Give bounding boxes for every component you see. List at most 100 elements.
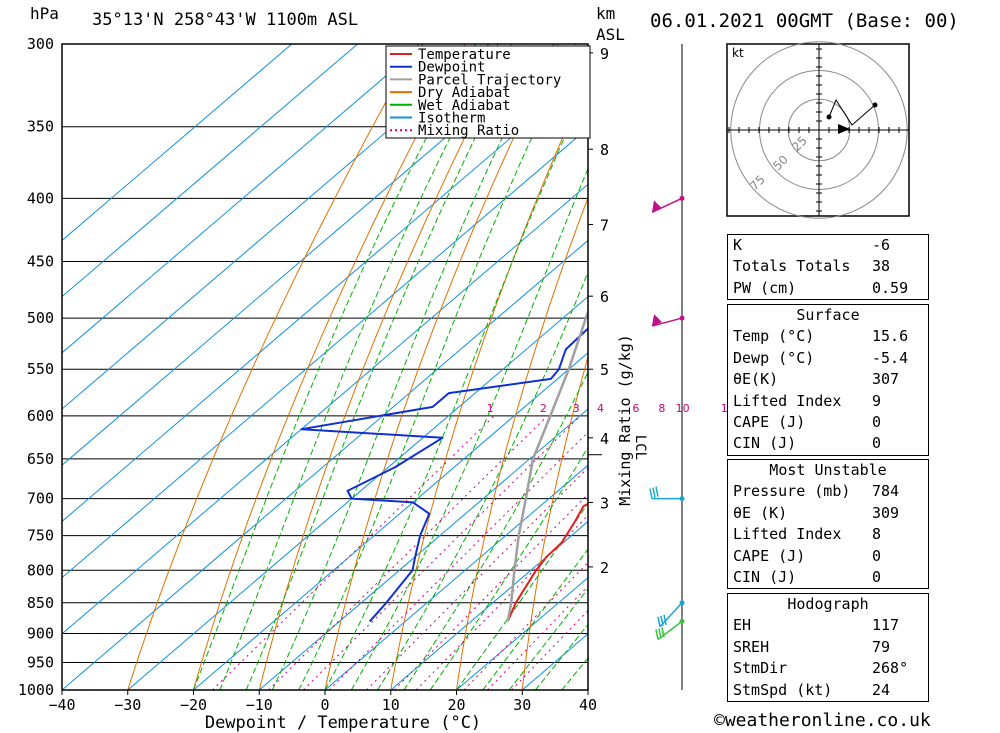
surface-label: θE(K) xyxy=(733,370,779,389)
isotherm-line xyxy=(127,295,588,690)
credit-text: ©weatheronline.co.uk xyxy=(714,710,931,731)
index-value: 38 xyxy=(872,257,891,276)
wind-barb-flag xyxy=(655,486,659,497)
wind-barb-pennant xyxy=(652,314,662,327)
surface-label: Lifted Index xyxy=(733,391,842,410)
pressure-tick-label: 850 xyxy=(27,594,54,612)
pressure-unit-label: hPa xyxy=(30,4,59,23)
hodograph-stat-value: 79 xyxy=(872,637,891,656)
storm-motion-arrow xyxy=(838,124,850,134)
km-tick-label: 3 xyxy=(600,494,609,512)
hodograph-panel: Hodograph EH 117 SREH 79 StmDir 268° StmSpd (kt… xyxy=(727,593,929,702)
pressure-tick-label: 350 xyxy=(27,118,54,136)
isotherm-line xyxy=(62,44,490,410)
isotherm-line xyxy=(390,520,588,690)
index-label: K xyxy=(733,236,743,254)
hodograph-stat-label: SREH xyxy=(733,637,770,656)
wind-barb-flag xyxy=(660,615,664,626)
pressure-tick-label: 550 xyxy=(27,360,54,378)
hodograph-stat-row: EH 117 xyxy=(728,615,928,636)
wind-barb-shaft xyxy=(657,620,683,641)
most-unstable-row: θE (K) 309 xyxy=(728,503,928,524)
km-tick-label: 7 xyxy=(600,217,609,235)
hodograph-stat-label: StmDir xyxy=(733,659,788,678)
dry-adiabat-line xyxy=(193,44,466,690)
mixing-ratio-axis-label: Mixing Ratio (g/kg) xyxy=(616,334,634,506)
surface-value: 0 xyxy=(872,434,882,453)
hodograph-stat-row: SREH 79 xyxy=(728,637,928,658)
wind-barb-flag xyxy=(652,487,656,498)
hodograph-point xyxy=(826,114,832,120)
isotherm-line xyxy=(62,239,588,690)
mixing-ratio-label: 8 xyxy=(658,402,665,415)
mixing-ratio-line xyxy=(328,431,588,690)
temperature-tick-label: 40 xyxy=(579,696,597,714)
pressure-tick-label: 1000 xyxy=(18,681,54,699)
dry-adiabat-line xyxy=(587,683,588,690)
pressure-tick-label: 450 xyxy=(27,253,54,271)
wet-adiabat-line xyxy=(298,44,577,690)
km-label: km xyxy=(596,4,616,23)
wet-adiabat-line xyxy=(245,44,523,690)
surface-row: CIN (J) 0 xyxy=(728,433,928,454)
km-tick-label: 5 xyxy=(600,361,609,379)
wet-adiabat-line xyxy=(219,44,499,690)
wet-adiabat-line xyxy=(403,371,588,690)
most-unstable-value: 0 xyxy=(872,546,882,565)
temperature-tick-label: −40 xyxy=(48,696,75,714)
index-value: 0.59 xyxy=(872,278,909,297)
pressure-tick-label: 800 xyxy=(27,561,54,579)
wet-adiabat-line xyxy=(350,167,588,690)
most-unstable-value: 309 xyxy=(872,503,900,522)
surface-value: 9 xyxy=(872,391,882,410)
most-unstable-label: Pressure (mb) xyxy=(733,482,851,501)
surface-label: CIN (J) xyxy=(733,434,797,453)
index-row: K -6 xyxy=(728,235,928,256)
most-unstable-label: θE (K) xyxy=(733,503,788,522)
hodograph-stat-title: Hodograph xyxy=(787,595,869,613)
most-unstable-label: CAPE (J) xyxy=(733,546,806,565)
isotherm-line xyxy=(62,44,293,242)
temperature-tick-label: −10 xyxy=(246,696,273,714)
temperature-tick-label: 0 xyxy=(320,696,329,714)
surface-value: 15.6 xyxy=(872,327,909,346)
dry-adiabat-line xyxy=(258,44,512,690)
most-unstable-row: Lifted Index 8 xyxy=(728,524,928,545)
temperature-tick-label: 10 xyxy=(382,696,400,714)
index-label: Totals Totals xyxy=(733,257,851,276)
hodograph-stat-row: StmDir 268° xyxy=(728,658,928,679)
dry-adiabat-line xyxy=(521,355,588,690)
wet-adiabat-line xyxy=(271,44,549,690)
dry-adiabat-line xyxy=(456,196,588,690)
surface-panel: Surface Temp (°C) 15.6 Dewp (°C) -5.4 θE(K) 30… xyxy=(727,304,929,456)
hodograph-stat-value: 24 xyxy=(872,680,891,699)
plot-frame xyxy=(61,43,589,691)
isotherm-line xyxy=(62,71,588,523)
surface-label: Temp (°C) xyxy=(733,327,815,346)
mixing-ratio-label: 6 xyxy=(632,402,639,415)
index-row: PW (cm) 0.59 xyxy=(728,278,928,299)
surface-label: CAPE (J) xyxy=(733,412,806,431)
hodograph-stat-label: EH xyxy=(733,616,752,635)
wet-adiabat-line xyxy=(193,44,476,690)
legend-entry-label: Dewpoint xyxy=(418,60,485,76)
hodograph-stat-value: 117 xyxy=(872,616,900,635)
wind-barb-flag xyxy=(655,629,659,640)
isotherm-line xyxy=(62,44,556,466)
legend-entry-label: Mixing Ratio xyxy=(418,123,519,139)
temperature-tick-label: 20 xyxy=(447,696,465,714)
wind-barb-flag xyxy=(661,627,665,638)
legend-entry-label: Isotherm xyxy=(418,111,485,127)
temperature-tick-label: −30 xyxy=(114,696,141,714)
pressure-tick-label: 300 xyxy=(27,35,54,53)
hodograph-stat-value: 268° xyxy=(872,659,909,678)
pressure-tick-label: 500 xyxy=(27,309,54,327)
most-unstable-row: CAPE (J) 0 xyxy=(728,546,928,567)
most-unstable-label: Lifted Index xyxy=(733,525,842,544)
wind-barb-flag xyxy=(663,614,667,625)
lcl-label: LCL xyxy=(632,435,648,460)
km-tick-label: 9 xyxy=(600,45,609,63)
mixing-ratio-line xyxy=(268,415,548,690)
dry-adiabat-line xyxy=(127,44,419,690)
mixing-ratio-label: 3 xyxy=(573,402,580,415)
